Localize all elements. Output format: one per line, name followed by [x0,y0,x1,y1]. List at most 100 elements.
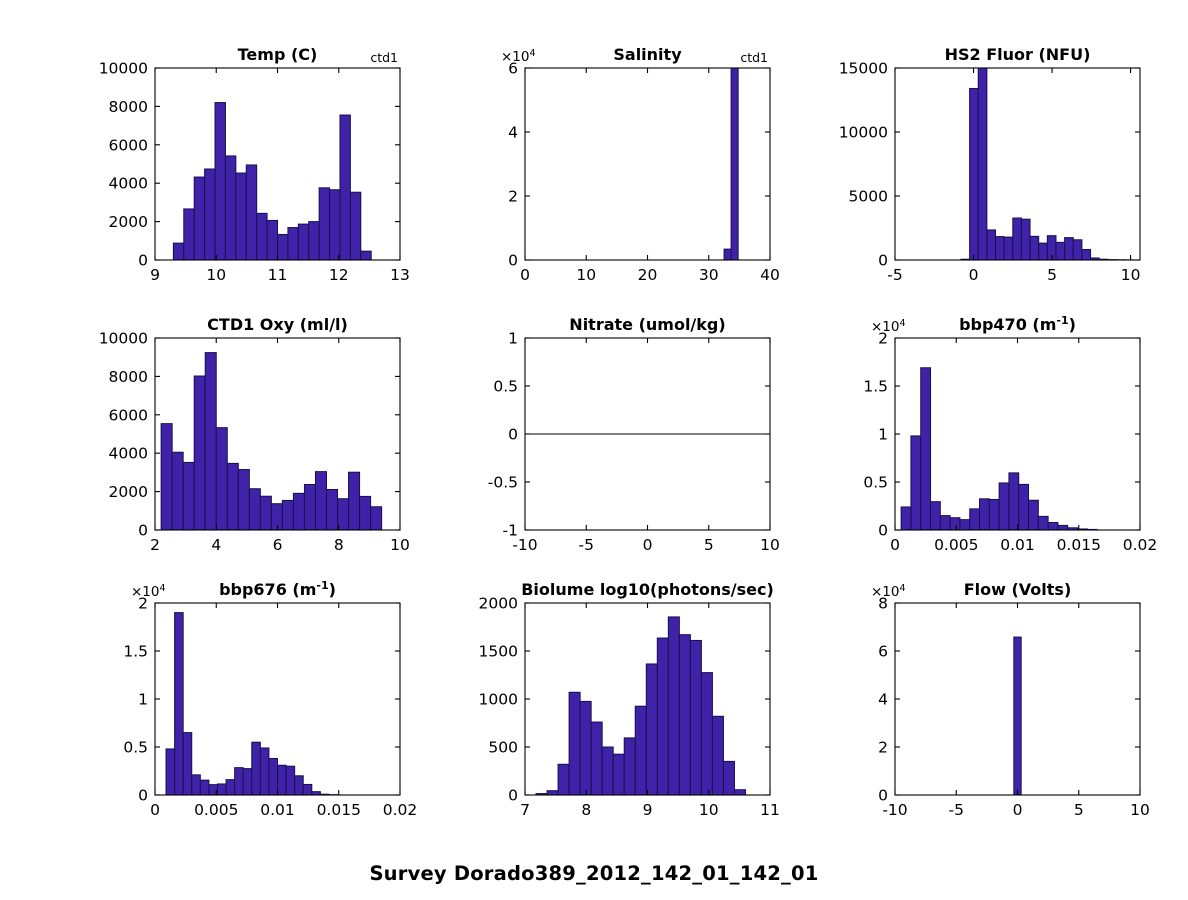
axis-ticks: -10 -5 0 5 10 -1 -0.5 0 0.5 1 [488,330,780,555]
y-tick-label: 0 [508,787,518,805]
x-tick-label: 20 [638,266,658,284]
histogram-bar [645,663,658,796]
histogram-bar [722,760,735,796]
panel-title: Biolume log10(photons/sec) [521,580,774,599]
x-tick-label: 8 [581,801,591,819]
x-tick-label: 5 [1047,266,1057,284]
histogram-bar [199,779,210,796]
histogram-bar [995,236,1005,261]
y-tick-label: 2 [878,330,888,348]
histogram-bars [160,352,383,531]
histogram-bar [235,172,247,261]
y-tick-label: 0.5 [123,739,148,757]
y-tick-label: 4000 [109,445,148,463]
x-tick-label: 10 [206,266,226,284]
y-axis-exponent: ×104 [871,583,906,601]
histogram-bar [910,435,922,531]
histogram-bar [245,164,258,261]
panel-flow: Flow (Volts) ×104 -10 -5 0 5 10 0 2 4 6 8 [762,575,1162,825]
panel-title: bbp470 (m-1) [959,314,1076,335]
histogram-bar [667,616,680,796]
x-tick-label: 0 [1013,801,1023,819]
histogram-bar [1028,499,1039,531]
histogram-bar [733,789,747,796]
histogram-bar [339,114,351,261]
histogram-bar [297,223,310,261]
histogram-bar [601,746,614,796]
y-tick-label: 2000 [479,595,518,613]
histogram-bar [1064,237,1074,261]
histogram-bar [1018,483,1030,531]
x-tick-label: 5 [704,536,714,554]
x-tick-label: -5 [887,266,902,284]
y-tick-label: -1 [503,522,518,540]
y-tick-label: 0 [508,426,518,444]
y-tick-label: 2000 [109,213,148,231]
y-tick-label: 8000 [109,98,148,116]
histogram-bar [959,519,971,531]
histogram-bar [979,498,990,531]
sensor-tag: ctd1 [740,50,768,65]
histogram-bar [348,471,361,531]
histogram-bar [1072,239,1083,261]
y-axis-exponent: ×104 [131,583,166,601]
x-tick-label: 11 [268,266,288,284]
histogram-bar [174,612,184,796]
x-tick-label: 0.01 [260,801,295,819]
histogram-bar [266,219,278,261]
histogram-bar [977,67,988,261]
y-tick-label: 2 [508,188,518,206]
histogram-bar [590,721,603,796]
x-tick-label: -5 [949,801,964,819]
histogram-bar [292,492,305,531]
histogram-bar [204,352,217,531]
x-tick-label: 0 [969,266,979,284]
histogram-bar [314,471,328,531]
panel-ctd1-oxy: CTD1 Oxy (ml/l) 2 4 6 8 10 0 2000 4000 6000 8000 10… [22,310,422,560]
histogram-bar [160,423,173,531]
histogram-bar [216,783,227,796]
y-tick-label: 1.5 [123,643,148,661]
histogram-bar [969,508,981,531]
histogram-bar [234,767,244,796]
panel-nitrate: Nitrate (umol/kg) -10 -5 0 5 10 -1 -0.5 0 0.5 1 [392,310,792,560]
y-tick-label: 0.5 [493,378,518,396]
x-tick-label: 8 [334,536,344,554]
y-tick-label: 6 [508,60,518,78]
y-tick-label: 2 [878,739,888,757]
histogram-bar [612,753,625,796]
histogram-bar [568,691,581,796]
histogram-bar [294,775,304,796]
histogram-bar [986,229,997,261]
histogram-bar [930,501,941,531]
histogram-bar [308,221,320,261]
axes-frame [894,67,1141,261]
histogram-bar [226,462,239,531]
x-tick-label: 6 [273,536,283,554]
y-tick-label: 0 [878,522,888,540]
y-tick-label: 0 [138,252,148,270]
y-tick-label: 500 [488,739,518,757]
y-tick-label: -0.5 [488,474,518,492]
y-tick-label: 0.5 [863,474,888,492]
y-tick-label: 0 [878,787,888,805]
y-tick-label: 5000 [849,188,888,206]
y-tick-label: 4 [508,124,518,142]
y-tick-label: 6 [878,643,888,661]
histogram-bars [723,67,739,261]
histogram-bar [1029,235,1040,261]
histogram-bar [183,208,195,261]
histogram-bar [281,499,294,531]
histogram-bar [700,672,713,796]
histogram-bar [1047,522,1059,531]
histogram-bar [370,506,383,531]
histogram-bar [1003,236,1014,261]
x-tick-label: 0.015 [317,801,361,819]
histogram-bar [920,367,932,531]
panel-title: Flow (Volts) [964,580,1072,599]
histogram-bar [204,168,216,261]
histogram-bar [969,87,979,261]
histogram-bar [711,715,724,796]
y-axis-exponent: ×104 [501,48,536,66]
x-tick-label: -10 [512,536,537,554]
